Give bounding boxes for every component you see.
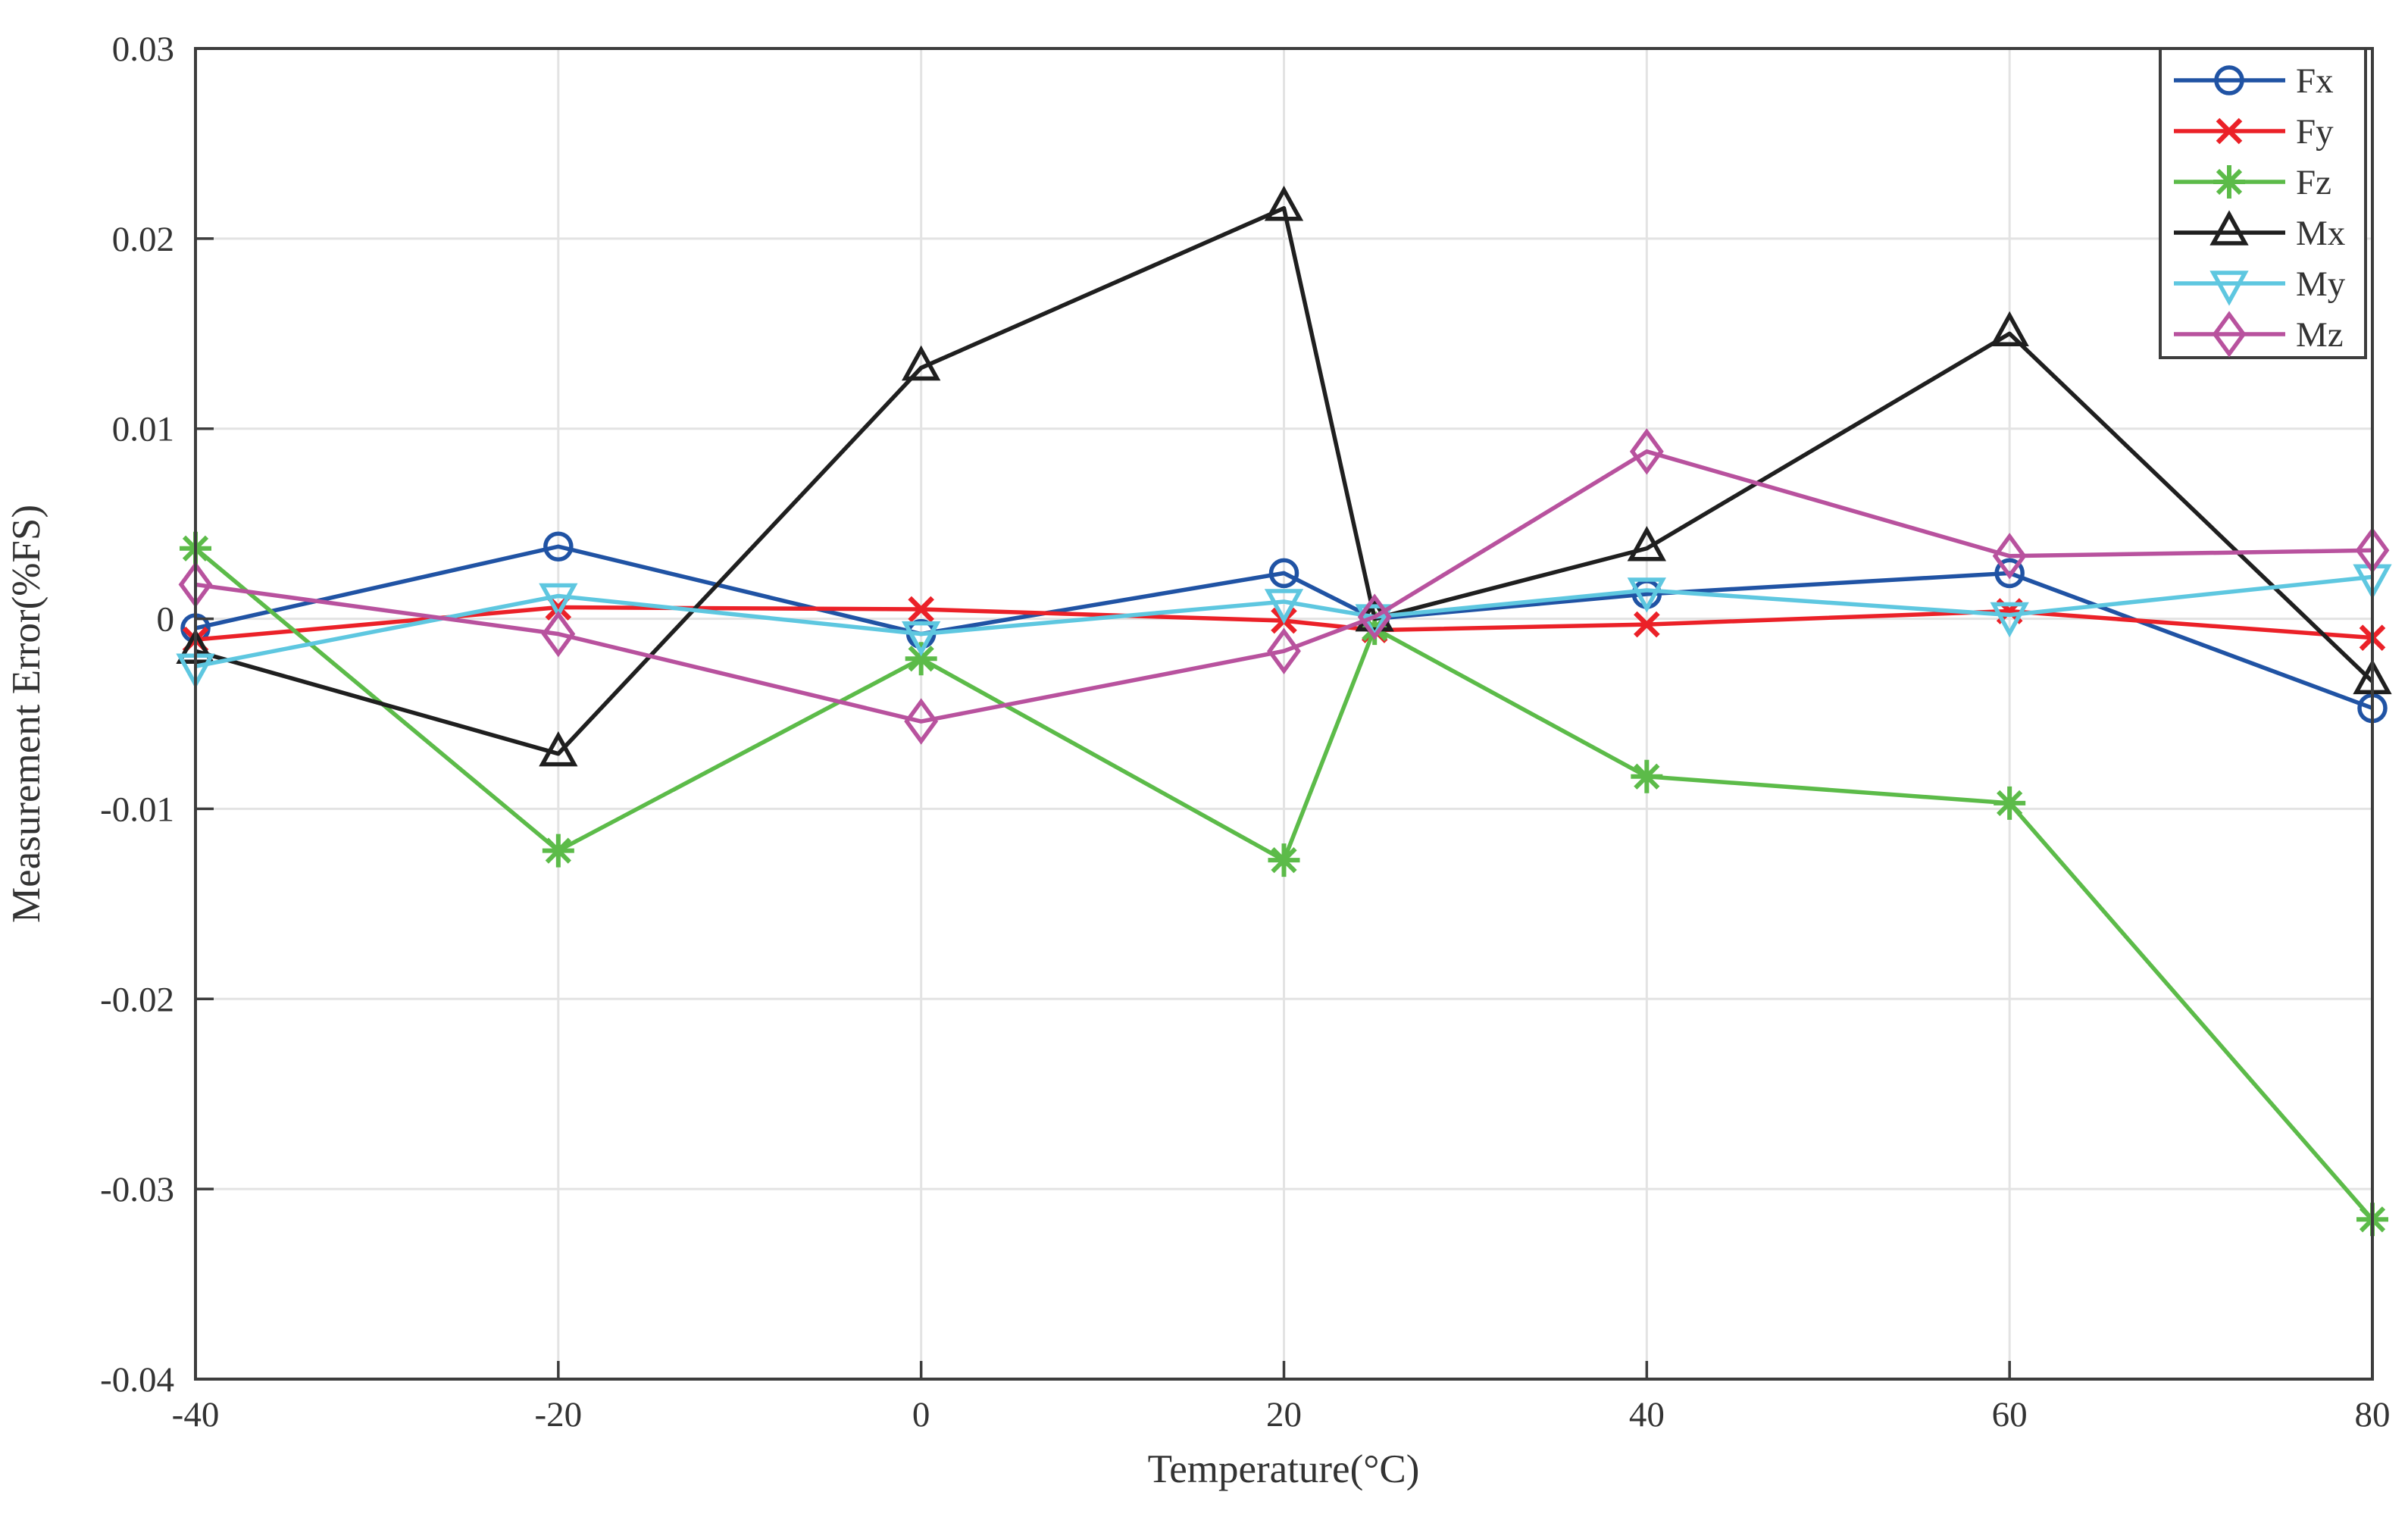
- legend-label-Mz: Mz: [2296, 315, 2344, 355]
- y-tick-label: -0.03: [100, 1170, 174, 1209]
- marker-circle: [543, 531, 574, 561]
- y-tick-label: 0.02: [112, 220, 174, 259]
- x-tick-label: 80: [2355, 1395, 2391, 1434]
- marker-diamond: [541, 610, 576, 658]
- marker-asterisk: [2213, 165, 2245, 199]
- x-axis-label: Temperature(°C): [1148, 1447, 1420, 1491]
- axes-frame: [194, 47, 2374, 1381]
- marker-triangle-up: [1627, 526, 1666, 561]
- marker-triangle-down: [539, 583, 578, 619]
- legend-label-Fx: Fx: [2296, 61, 2334, 101]
- legend-item-Fy: Fy: [2174, 112, 2334, 152]
- marker-asterisk: [905, 642, 937, 676]
- x-tick-label: -20: [535, 1395, 583, 1434]
- x-tick-label: 0: [912, 1395, 930, 1434]
- marker-triangle-up: [1264, 186, 1304, 221]
- marker-diamond: [1629, 428, 1664, 475]
- y-tick-label: 0.01: [112, 410, 174, 449]
- marker-triangle-up: [539, 730, 578, 767]
- marker-triangle-up: [2209, 210, 2249, 246]
- legend-item-Mz: Mz: [2174, 311, 2344, 358]
- legend-item-Mx: Mx: [2174, 210, 2345, 253]
- marker-asterisk: [1994, 786, 2026, 820]
- series-line-Mz: [195, 449, 2373, 724]
- marker-triangle-down: [1264, 589, 1304, 624]
- marker-diamond: [1992, 533, 2027, 580]
- marker-circle: [1994, 558, 2025, 589]
- tick-labels: -40 -20 0 20 40 60 80 0.03 0.02 0.01 0 -0.01 -0.02 -0…: [100, 30, 2390, 1434]
- y-tick-label: 0: [157, 600, 175, 640]
- marker-asterisk: [1631, 759, 1663, 793]
- legend-item-My: My: [2174, 264, 2346, 306]
- legend: Fx Fy Fz Mx My Mz: [2159, 47, 2367, 359]
- marker-triangle-down: [902, 621, 941, 657]
- x-tick-label: 20: [1266, 1395, 1302, 1434]
- marker-circle: [2214, 65, 2244, 95]
- x-tick-label: -40: [172, 1395, 220, 1434]
- marker-asterisk: [1268, 843, 1300, 877]
- marker-triangle-up: [902, 345, 941, 381]
- marker-diamond: [1357, 593, 1392, 640]
- legend-label-Mx: Mx: [2296, 214, 2345, 253]
- marker-triangle-down: [1627, 577, 1666, 613]
- y-tick-label: 0.03: [112, 30, 174, 69]
- legend-box: [2159, 47, 2367, 359]
- legend-label-Fz: Fz: [2296, 163, 2331, 202]
- marker-triangle-up: [1990, 311, 2029, 347]
- marker-diamond: [1267, 627, 1301, 674]
- marker-x: [1634, 611, 1660, 638]
- series-line-Fy: [195, 605, 2373, 642]
- marker-diamond: [2212, 311, 2247, 358]
- gridlines: [194, 47, 2374, 1381]
- marker-circle: [1268, 558, 1299, 589]
- legend-label-My: My: [2296, 264, 2346, 304]
- marker-triangle-down: [2209, 271, 2249, 306]
- data-series: [176, 186, 2392, 1237]
- y-tick-label: -0.02: [100, 980, 174, 1019]
- marker-asterisk: [542, 834, 574, 868]
- legend-label-Fy: Fy: [2296, 112, 2334, 152]
- legend-item-Fx: Fx: [2174, 61, 2334, 101]
- marker-x: [908, 596, 934, 623]
- y-tick-label: -0.01: [100, 790, 174, 829]
- series-line-Fx: [195, 544, 2373, 711]
- y-axis-label: Measurement Error(%FS): [5, 505, 48, 923]
- y-tick-label: -0.04: [100, 1360, 174, 1400]
- series-line-Fz: [194, 546, 2375, 1222]
- marker-diamond: [904, 698, 939, 745]
- x-tick-label: 60: [1992, 1395, 2028, 1434]
- series-line-Mx: [195, 205, 2374, 756]
- marker-x: [2216, 117, 2243, 145]
- series-line-My: [195, 574, 2373, 668]
- marker-triangle-down: [1990, 602, 2029, 638]
- legend-item-Fz: Fz: [2174, 163, 2331, 202]
- x-tick-label: 40: [1629, 1395, 1665, 1434]
